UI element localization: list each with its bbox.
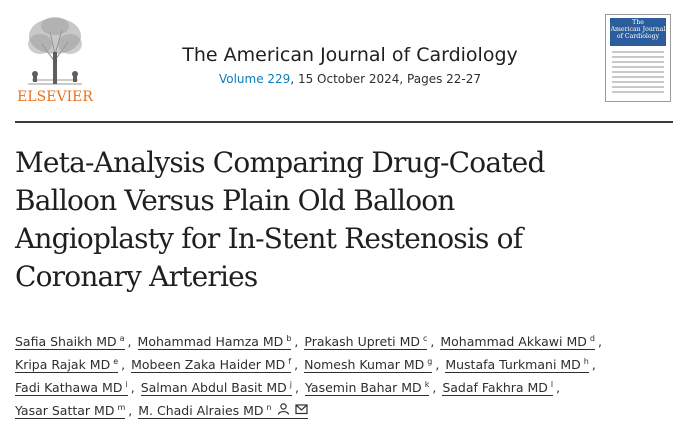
journal-info: The American Journal of Cardiology Volum… [150, 44, 550, 86]
author-link[interactable]: Sadaf Fakhra MD l [442, 379, 554, 396]
author-link[interactable]: Prakash Upreti MD c [304, 333, 428, 350]
author-separator: , [130, 380, 135, 395]
author-separator: , [435, 357, 440, 372]
cover-title-line-2: American Journal [610, 26, 666, 33]
article-title-line: Balloon Versus Plain Old Balloon [15, 184, 455, 217]
elsevier-tree-icon [20, 14, 90, 88]
elsevier-logo[interactable]: ELSEVIER [14, 12, 96, 108]
cover-contents [612, 51, 664, 96]
author-link[interactable]: Safia Shaikh MD a [15, 333, 125, 350]
author-link[interactable]: Salman Abdul Basit MD j [140, 379, 293, 396]
cover-title-line-3: of Cardiology [616, 33, 660, 40]
article-title-line: Angioplasty for In-Stent Restenosis of [15, 222, 523, 255]
author-link[interactable]: Mobeen Zaka Haider MD f [131, 356, 292, 373]
journal-cover-thumbnail[interactable]: The American Journal of Cardiology [605, 14, 671, 102]
author-line: Safia Shaikh MD a, Mohammad Hamza MD b, Pr… [15, 330, 685, 353]
mail-icon [295, 403, 308, 414]
author-line: Kripa Rajak MD e, Mobeen Zaka Haider MD f,… [15, 353, 685, 376]
author-link-corresponding[interactable]: M. Chadi Alraies MD n [138, 402, 308, 419]
author-separator: , [597, 334, 602, 349]
issue-details: , 15 October 2024, Pages 22-27 [290, 72, 482, 86]
cover-band [610, 18, 666, 46]
article-title-line: Meta-Analysis Comparing Drug-Coated [15, 146, 545, 179]
article-title-line: Coronary Arteries [15, 260, 258, 293]
author-separator: , [128, 403, 133, 418]
author-link[interactable]: Yasemin Bahar MD k [305, 379, 430, 396]
author-link[interactable]: Fadi Kathawa MD i [15, 379, 128, 396]
author-separator: , [430, 334, 435, 349]
author-line: Fadi Kathawa MD i, Salman Abdul Basit MD j… [15, 376, 685, 399]
author-separator: , [127, 334, 132, 349]
cover-title: The American Journal of Cardiology [610, 19, 666, 40]
author-list: Safia Shaikh MD a, Mohammad Hamza MD b, Pr… [15, 330, 685, 422]
author-separator: , [121, 357, 126, 372]
author-link[interactable]: Kripa Rajak MD e [15, 356, 119, 373]
volume-link[interactable]: Volume 229 [218, 72, 291, 86]
author-separator: , [294, 334, 299, 349]
author-separator: , [432, 380, 437, 395]
article-title: Meta-Analysis Comparing Drug-Coated Ball… [15, 144, 635, 296]
author-line: Yasar Sattar MD m, M. Chadi Alraies MD n [15, 399, 685, 422]
cover-title-line-1: The [632, 19, 644, 26]
article-header: ELSEVIER The American Journal of Cardiol… [0, 0, 687, 122]
person-icon [277, 402, 289, 415]
author-separator: , [295, 380, 300, 395]
header-divider [15, 121, 673, 123]
author-separator: , [294, 357, 299, 372]
author-link[interactable]: Yasar Sattar MD m [15, 402, 126, 419]
author-link[interactable]: Mohammad Hamza MD b [137, 333, 292, 350]
author-separator: , [591, 357, 596, 372]
publisher-name: ELSEVIER [17, 89, 93, 105]
author-separator: , [556, 380, 561, 395]
journal-title[interactable]: The American Journal of Cardiology [182, 44, 518, 66]
author-link[interactable]: Nomesh Kumar MD g [304, 356, 433, 373]
author-link[interactable]: Mohammad Akkawi MD d [440, 333, 595, 350]
author-link[interactable]: Mustafa Turkmani MD h [445, 356, 589, 373]
issue-line: Volume 229, 15 October 2024, Pages 22-27 [150, 72, 550, 86]
